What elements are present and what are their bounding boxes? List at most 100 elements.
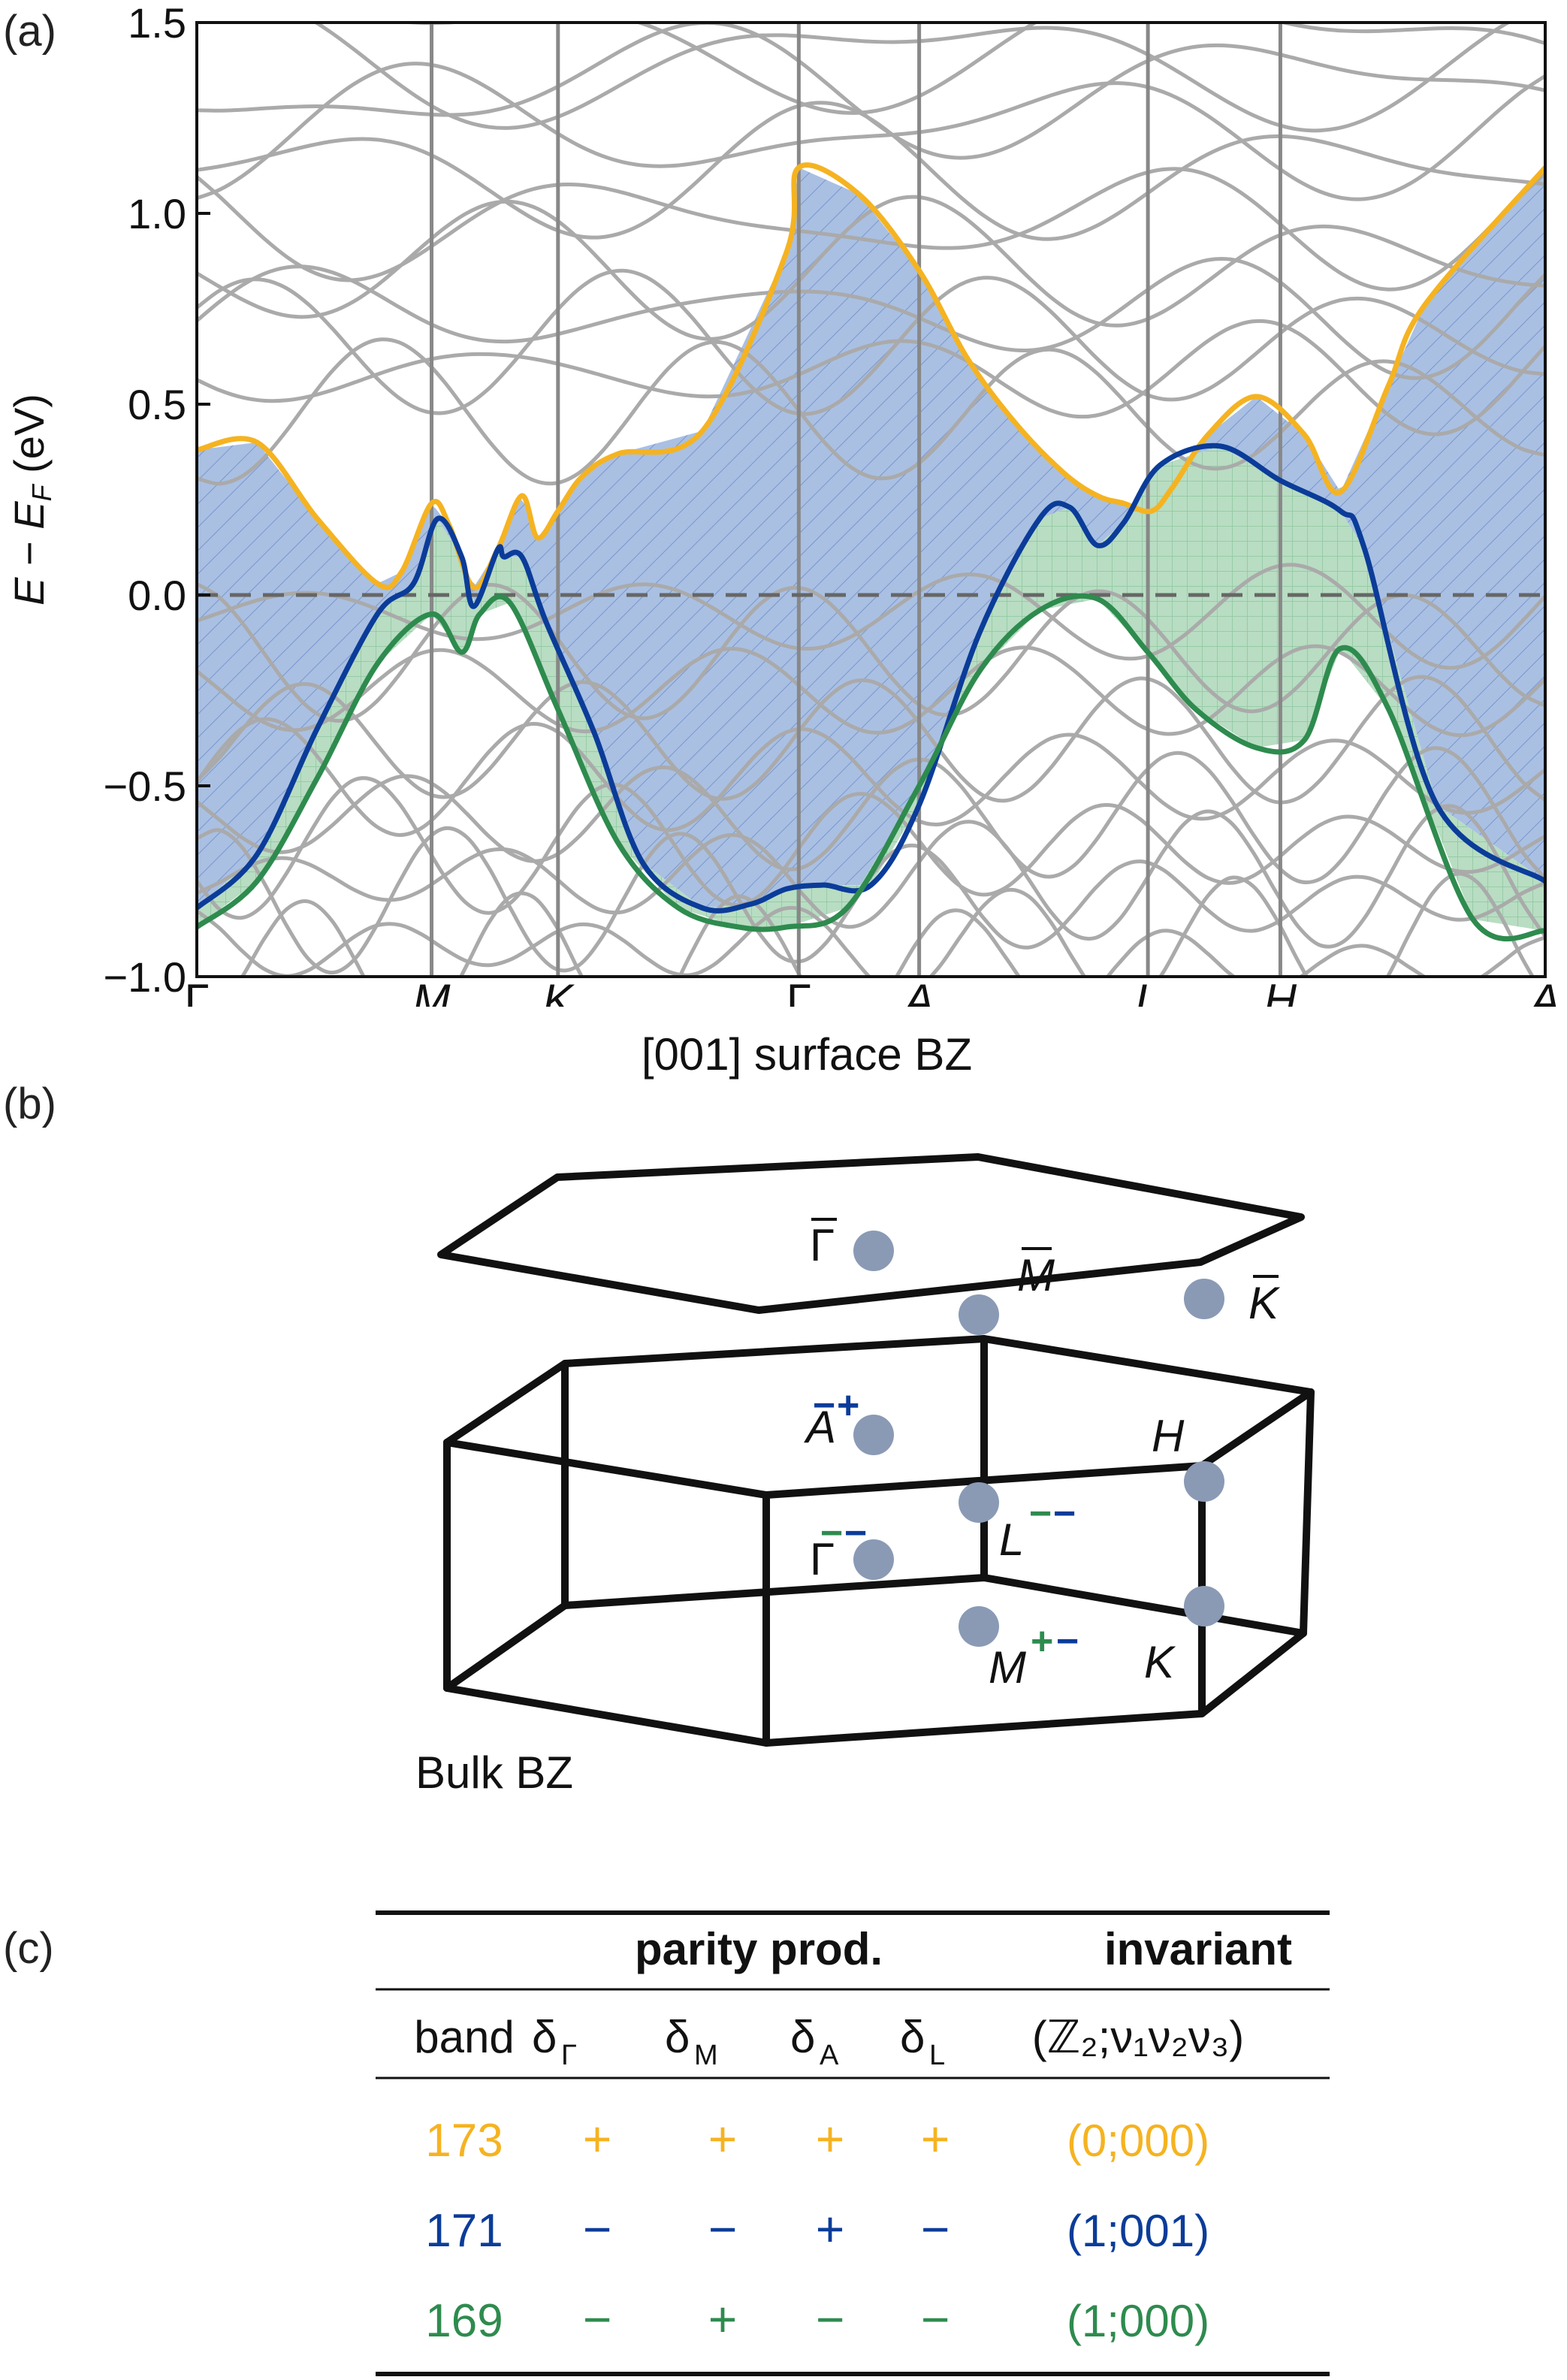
m-label: M bbox=[989, 1642, 1026, 1693]
bulk-bz-label: Bulk BZ bbox=[415, 1747, 573, 1798]
col-header-dA: δ bbox=[790, 2012, 815, 2062]
parity-table-panel: (c) parity prod. invariant band δ Γ δ M … bbox=[0, 1803, 1567, 2380]
gray-band-line bbox=[197, 776, 1545, 920]
gray-band-line bbox=[197, 582, 1545, 723]
table-row-invariant: (0;000) bbox=[1067, 2116, 1209, 2166]
y-tick-label: 1.5 bbox=[128, 0, 186, 47]
m-parity-2: − bbox=[1056, 1620, 1079, 1663]
gray-band-line bbox=[240, 891, 1545, 977]
parity-table: parity prod. invariant band δ Γ δ M δ A … bbox=[376, 1910, 1330, 2376]
gamma-parity-2: − bbox=[844, 1512, 867, 1555]
band-171-169-fill bbox=[197, 446, 1545, 932]
table-row-parity: + bbox=[816, 2201, 845, 2257]
table-row-parity: + bbox=[816, 2111, 845, 2167]
table-row-parity: − bbox=[921, 2201, 950, 2257]
gray-band-line bbox=[197, 717, 1545, 837]
band-173-line bbox=[197, 162, 1545, 590]
k-point bbox=[1184, 1586, 1224, 1626]
gray-band-line bbox=[197, 675, 1545, 805]
gamma-bar-label: Γ bbox=[810, 1220, 835, 1270]
kpoint-label: H bbox=[1264, 975, 1297, 1007]
a-parity-2: + bbox=[837, 1384, 859, 1427]
col-header-invariant: (ℤ₂;ν₁ν₂ν₃) bbox=[1032, 2012, 1245, 2062]
gray-band-line bbox=[197, 257, 1545, 380]
band-169-line bbox=[197, 593, 1545, 942]
y-axis-label: E − EF (eV) bbox=[5, 394, 57, 606]
kpoint-label: Γ bbox=[787, 975, 811, 1007]
col-header-dG: δ bbox=[532, 2012, 557, 2062]
table-row-parity: + bbox=[708, 2291, 738, 2347]
band-171-line bbox=[197, 442, 1545, 914]
table-row-band: 173 bbox=[425, 2115, 503, 2167]
h-point bbox=[1184, 1461, 1224, 1502]
y-tick-label: 0.0 bbox=[128, 572, 186, 619]
gray-band-line bbox=[197, 563, 1545, 670]
gamma-label: Γ bbox=[810, 1534, 835, 1584]
l-parity-1: − bbox=[1029, 1492, 1052, 1536]
gray-band-line bbox=[197, 337, 1545, 486]
plot-frame bbox=[195, 21, 1547, 978]
invariant-group-header: invariant bbox=[1104, 1924, 1292, 1974]
table-row-band: 171 bbox=[425, 2205, 503, 2257]
m-bar-point bbox=[959, 1294, 999, 1335]
gray-band-line bbox=[197, 804, 1545, 949]
brillouin-zone-diagram: [001] surface BZ bbox=[415, 1029, 1315, 1798]
col-header-dL: δ bbox=[900, 2012, 925, 2062]
k-bar-label: K bbox=[1248, 1278, 1281, 1328]
col-header-dL-sub: L bbox=[929, 2040, 945, 2071]
surface-bz-title: [001] surface BZ bbox=[642, 1029, 972, 1080]
k-label: K bbox=[1144, 1637, 1176, 1687]
m-point bbox=[959, 1606, 999, 1647]
col-header-band: band bbox=[414, 2012, 514, 2062]
gray-band-line bbox=[197, 268, 1545, 416]
table-row-parity: − bbox=[921, 2291, 950, 2347]
y-tick-label: 0.5 bbox=[128, 381, 186, 428]
col-header-dA-sub: A bbox=[820, 2040, 839, 2071]
gray-band-line bbox=[312, 23, 1512, 133]
m-parity-1: + bbox=[1031, 1620, 1053, 1663]
a-parity-1: − bbox=[813, 1384, 835, 1427]
gray-band-line bbox=[197, 644, 1545, 738]
y-tick-label: 1.0 bbox=[128, 190, 186, 237]
gray-band-line bbox=[197, 167, 1545, 291]
kpoint-label: A bbox=[902, 975, 934, 1007]
col-header-dM: δ bbox=[665, 2012, 690, 2062]
table-row-parity: + bbox=[583, 2111, 612, 2167]
surface-bz-hexagon bbox=[437, 1153, 1305, 1314]
band-structure-chart: 1.5 1.0 0.5 0.0 −0.5 −1.0 Γ M K Γ A L H A E − EF (eV… bbox=[5, 0, 1560, 1007]
panel-label-a: (a) bbox=[3, 7, 56, 56]
y-tick-label: −1.0 bbox=[103, 953, 186, 1001]
table-row-invariant: (1;000) bbox=[1067, 2296, 1209, 2346]
gray-band-line bbox=[197, 62, 1545, 201]
gamma-bar-point bbox=[853, 1231, 894, 1271]
gamma-point bbox=[853, 1539, 894, 1580]
kpoint-label: A bbox=[1528, 975, 1560, 1007]
gray-band-line bbox=[197, 319, 1545, 436]
l-point bbox=[959, 1482, 999, 1523]
table-row-parity: + bbox=[921, 2111, 950, 2167]
parity-group-header: parity prod. bbox=[635, 1924, 883, 1974]
table-row-parity: − bbox=[708, 2201, 738, 2257]
band-structure-panel: (a) 1.5 1.0 0.5 0.0 −0.5 −1.0 Γ M K Γ A L H A E − EF… bbox=[0, 0, 1567, 1007]
table-row-invariant: (1;001) bbox=[1067, 2206, 1209, 2256]
kpoint-label: K bbox=[543, 975, 575, 1007]
l-label: L bbox=[999, 1515, 1024, 1565]
y-tick-label: −0.5 bbox=[103, 763, 186, 810]
panel-label-c: (c) bbox=[3, 1924, 54, 1973]
col-header-dG-sub: Γ bbox=[561, 2040, 577, 2071]
table-row-parity: − bbox=[816, 2291, 845, 2347]
l-parity-2: − bbox=[1053, 1492, 1076, 1536]
gray-band-line bbox=[197, 101, 1545, 241]
gray-band-line bbox=[390, 23, 1545, 115]
gamma-parity-1: − bbox=[820, 1512, 843, 1555]
table-row-band: 169 bbox=[425, 2295, 503, 2347]
panel-label-b: (b) bbox=[3, 1080, 56, 1128]
h-label: H bbox=[1152, 1411, 1185, 1461]
a-point bbox=[853, 1415, 894, 1455]
k-bar-point bbox=[1184, 1279, 1224, 1319]
kpoint-label: Γ bbox=[184, 975, 209, 1007]
gray-band-line bbox=[197, 871, 1535, 977]
m-bar-label: M bbox=[1017, 1250, 1055, 1300]
gray-band-line bbox=[197, 195, 1545, 341]
kpoint-label: L bbox=[1135, 975, 1160, 1007]
